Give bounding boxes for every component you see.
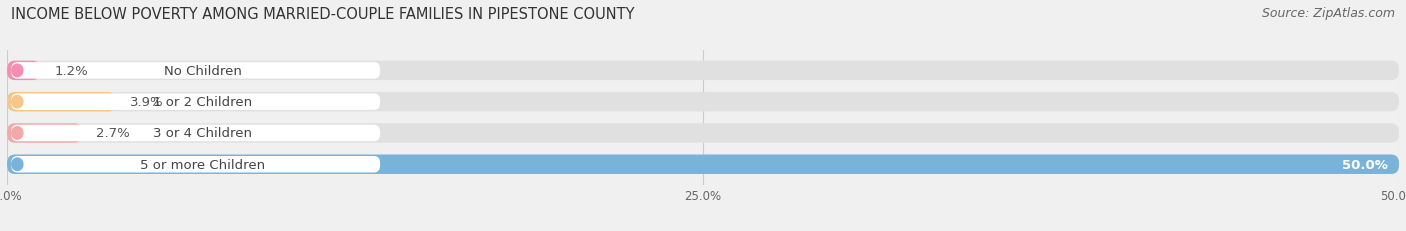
FancyBboxPatch shape — [11, 125, 380, 142]
Text: 1.2%: 1.2% — [55, 65, 89, 78]
Circle shape — [11, 96, 22, 109]
FancyBboxPatch shape — [7, 61, 41, 81]
FancyBboxPatch shape — [11, 63, 380, 79]
Text: 3.9%: 3.9% — [129, 96, 163, 109]
Circle shape — [11, 127, 22, 140]
Text: 3 or 4 Children: 3 or 4 Children — [153, 127, 252, 140]
FancyBboxPatch shape — [7, 61, 1399, 81]
Circle shape — [11, 65, 22, 77]
Text: INCOME BELOW POVERTY AMONG MARRIED-COUPLE FAMILIES IN PIPESTONE COUNTY: INCOME BELOW POVERTY AMONG MARRIED-COUPL… — [11, 7, 634, 22]
Text: 2.7%: 2.7% — [96, 127, 129, 140]
FancyBboxPatch shape — [7, 93, 1399, 112]
FancyBboxPatch shape — [7, 93, 115, 112]
Text: 5 or more Children: 5 or more Children — [141, 158, 266, 171]
Text: 1 or 2 Children: 1 or 2 Children — [153, 96, 252, 109]
Text: No Children: No Children — [163, 65, 242, 78]
Text: Source: ZipAtlas.com: Source: ZipAtlas.com — [1261, 7, 1395, 20]
FancyBboxPatch shape — [7, 155, 1399, 174]
Text: 50.0%: 50.0% — [1341, 158, 1388, 171]
Circle shape — [11, 158, 22, 171]
FancyBboxPatch shape — [7, 124, 1399, 143]
FancyBboxPatch shape — [7, 155, 1399, 174]
FancyBboxPatch shape — [11, 156, 380, 173]
FancyBboxPatch shape — [11, 94, 380, 110]
FancyBboxPatch shape — [7, 124, 82, 143]
